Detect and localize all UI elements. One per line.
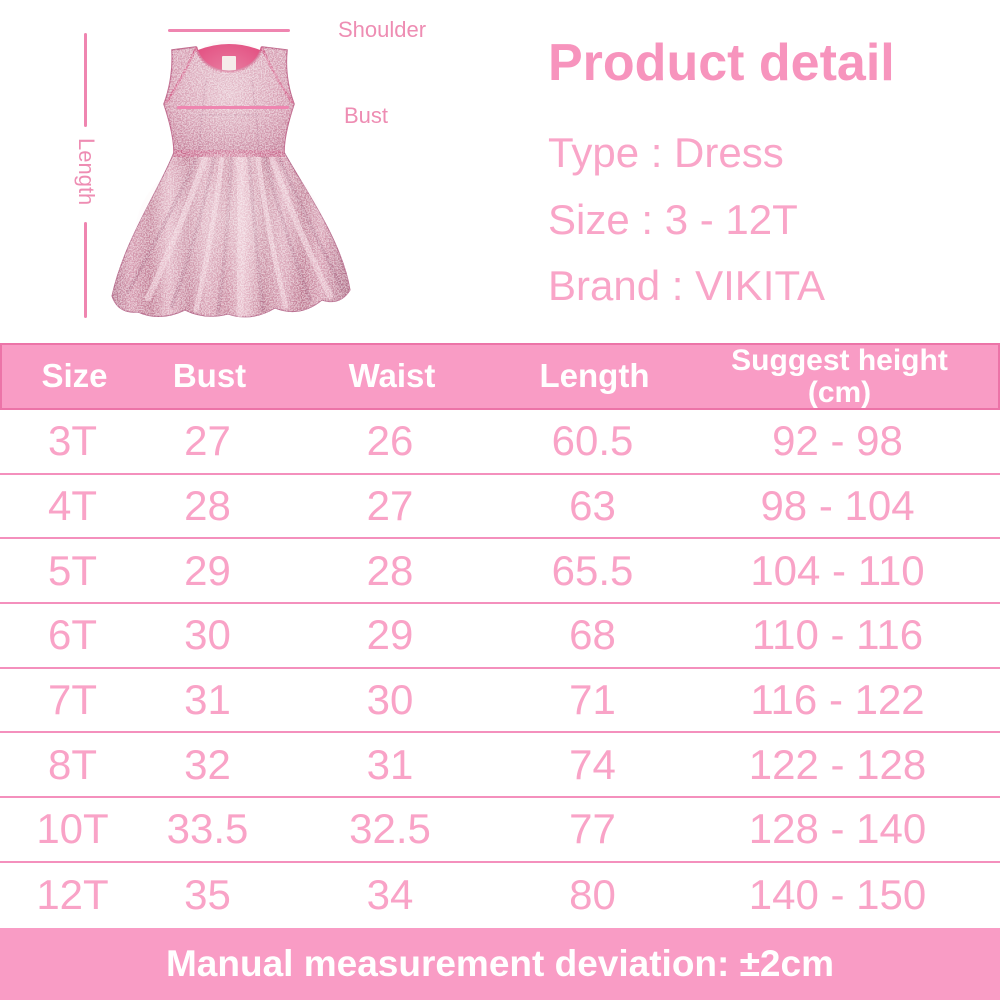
cell-height: 98 - 104 (760, 482, 915, 530)
cell-bust: 27 (184, 417, 231, 465)
bust-measure-line (177, 106, 289, 109)
shoulder-label: Shoulder (338, 17, 427, 42)
suggest-height-line2: (cm) (807, 375, 872, 409)
cell-waist: 29 (366, 611, 414, 659)
product-size-line: Size : 3 - 12T (548, 196, 798, 243)
cell-height: 140 - 150 (748, 871, 927, 919)
cell-waist: 30 (366, 676, 414, 724)
cell-bust: 30 (184, 611, 231, 659)
product-brand-line: Brand : VIKITA (548, 262, 825, 309)
table-row: 4T 28 27 63 98 - 104 (0, 475, 1000, 540)
cell-size: 12T (36, 871, 109, 919)
length-label: Length (74, 138, 99, 206)
cell-bust: 29 (184, 546, 231, 594)
cell-length: 71 (569, 676, 616, 724)
cell-size: 10T (36, 805, 109, 853)
product-type-line: Type : Dress (548, 129, 784, 176)
measurement-deviation-bar: Manual measurement deviation: ±2cm (0, 928, 1000, 1000)
product-detail-title: Product detail (548, 34, 895, 92)
cell-bust: 33.5 (166, 805, 249, 853)
size-chart-table: Size Bust Waist Length Suggest height (c… (0, 343, 1000, 928)
suggest-height-line1: Suggest height (731, 344, 948, 377)
length-measure-line-top (84, 33, 87, 127)
size-chart-body: 3T 27 26 60.5 92 - 98 4T 28 27 63 98 - 1… (0, 410, 1000, 928)
header-cell-suggest-height: Suggest height (cm) (677, 345, 1000, 408)
bust-label: Bust (344, 103, 389, 128)
table-row: 10T 33.5 32.5 77 128 - 140 (0, 798, 1000, 863)
cell-waist: 27 (366, 482, 414, 530)
table-row: 8T 32 31 74 122 - 128 (0, 733, 1000, 799)
header-cell-bust: Bust (172, 357, 247, 395)
cell-height: 122 - 128 (748, 740, 927, 788)
cell-length: 60.5 (551, 417, 634, 465)
cell-waist: 28 (366, 546, 414, 594)
measurement-diagram: Shoulder Bust Length (0, 0, 500, 340)
cell-height: 110 - 116 (751, 611, 924, 659)
cell-bust: 28 (184, 482, 231, 530)
cell-length: 77 (569, 805, 616, 853)
table-row: 7T 31 30 71 116 - 122 (0, 669, 1000, 734)
cell-size: 3T (47, 417, 97, 465)
cell-length: 65.5 (551, 546, 634, 594)
table-row: 5T 29 28 65.5 104 - 110 (0, 539, 1000, 605)
cell-height: 104 - 110 (750, 546, 925, 594)
header-cell-waist: Waist (348, 357, 436, 395)
cell-height: 128 - 140 (748, 805, 927, 853)
glitter-overlay (112, 47, 350, 317)
header-cell-length: Length (539, 357, 650, 395)
header-cell-size: Size (41, 357, 108, 395)
cell-waist: 31 (366, 740, 414, 788)
table-row: 3T 27 26 60.5 92 - 98 (0, 410, 1000, 475)
cell-length: 68 (569, 611, 616, 659)
table-row: 6T 30 29 68 110 - 116 (0, 604, 1000, 669)
measurement-deviation-note: Manual measurement deviation: ±2cm (165, 943, 834, 984)
cell-size: 5T (47, 546, 97, 594)
length-measure-line-bottom (84, 222, 87, 318)
cell-bust: 35 (184, 871, 231, 919)
cell-waist: 32.5 (349, 805, 431, 853)
size-chart-header-row: Size Bust Waist Length Suggest height (c… (0, 343, 1000, 410)
dress-image (111, 40, 351, 318)
cell-bust: 31 (184, 676, 231, 724)
cell-size: 4T (47, 482, 97, 530)
cell-waist: 26 (366, 417, 414, 465)
cell-size: 7T (47, 676, 97, 724)
cell-height: 116 - 122 (750, 676, 925, 724)
cell-size: 8T (47, 740, 97, 788)
cell-waist: 34 (366, 871, 414, 919)
cell-length: 80 (569, 871, 616, 919)
cell-length: 74 (569, 740, 616, 788)
shoulder-measure-line (168, 29, 290, 32)
cell-size: 6T (47, 611, 97, 659)
cell-height: 92 - 98 (772, 417, 903, 465)
cell-bust: 32 (184, 740, 231, 788)
table-row: 12T 35 34 80 140 - 150 (0, 863, 1000, 928)
cell-length: 63 (569, 482, 616, 530)
